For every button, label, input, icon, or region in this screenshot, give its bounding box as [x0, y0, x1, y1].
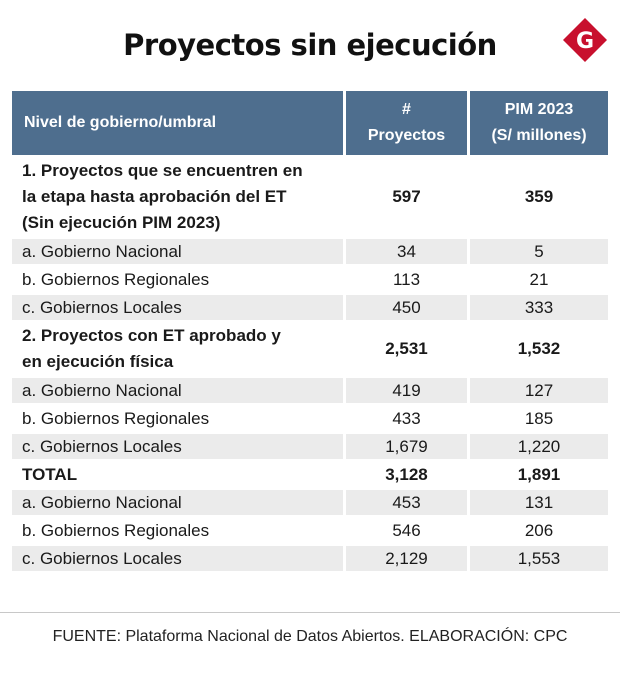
pim-cell: 206: [470, 518, 608, 546]
table-row: a. Gobierno Nacional 419 127: [12, 378, 608, 406]
row-label: TOTAL: [12, 462, 346, 490]
row-label: a. Gobierno Nacional: [12, 239, 346, 267]
row-label: b. Gobiernos Regionales: [12, 406, 346, 434]
row-label-line: la etapa hasta aprobación del ET: [22, 187, 287, 206]
brand-logo-icon: G: [563, 18, 607, 62]
proyectos-cell: 546: [346, 518, 470, 546]
header-nivel: Nivel de gobierno/umbral: [12, 91, 346, 158]
pim-cell: 5: [470, 239, 608, 267]
pim-cell: 127: [470, 378, 608, 406]
pim-cell: 1,553: [470, 546, 608, 574]
table-row: a. Gobierno Nacional 453 131: [12, 490, 608, 518]
row-label-line: (Sin ejecución PIM 2023): [22, 213, 221, 232]
table-row: c. Gobiernos Locales 1,679 1,220: [12, 434, 608, 462]
table-row-total: TOTAL 3,128 1,891: [12, 462, 608, 490]
header-pim-line1: PIM 2023: [504, 101, 574, 118]
row-label-line: 2. Proyectos con ET aprobado y: [22, 326, 281, 345]
table-header-row: Nivel de gobierno/umbral # Proyectos PIM…: [12, 91, 608, 158]
header-proyectos-line1: #: [402, 101, 411, 118]
header-pim-line2: (S/ millones): [491, 127, 587, 144]
row-label: a. Gobierno Nacional: [12, 378, 346, 406]
page-title: Proyectos sin ejecución: [123, 28, 497, 62]
pim-cell: 21: [470, 267, 608, 295]
table-row-group-1: 1. Proyectos que se encuentren en la eta…: [12, 158, 608, 239]
row-label: c. Gobiernos Locales: [12, 434, 346, 462]
row-label: 2. Proyectos con ET aprobado y en ejecuc…: [12, 323, 346, 378]
logo-letter: G: [576, 29, 594, 54]
table-row: b. Gobiernos Regionales 546 206: [12, 518, 608, 546]
table-row: a. Gobierno Nacional 34 5: [12, 239, 608, 267]
pim-cell: 185: [470, 406, 608, 434]
divider: [0, 612, 620, 613]
header-proyectos-line2: Proyectos: [367, 127, 446, 144]
proyectos-cell: 34: [346, 239, 470, 267]
pim-cell: 1,220: [470, 434, 608, 462]
source-note: FUENTE: Plataforma Nacional de Datos Abi…: [52, 628, 568, 645]
row-label: c. Gobiernos Locales: [12, 546, 346, 574]
proyectos-cell: 1,679: [346, 434, 470, 462]
proyectos-cell: 597: [346, 158, 470, 239]
pim-cell: 131: [470, 490, 608, 518]
row-label: b. Gobiernos Regionales: [12, 518, 346, 546]
pim-cell: 1,532: [470, 323, 608, 378]
pim-cell: 1,891: [470, 462, 608, 490]
proyectos-cell: 450: [346, 295, 470, 323]
table-row: b. Gobiernos Regionales 433 185: [12, 406, 608, 434]
pim-cell: 359: [470, 158, 608, 239]
row-label: c. Gobiernos Locales: [12, 295, 346, 323]
proyectos-cell: 2,129: [346, 546, 470, 574]
row-label: 1. Proyectos que se encuentren en la eta…: [12, 158, 346, 239]
header-proyectos: # Proyectos: [346, 91, 470, 158]
proyectos-cell: 113: [346, 267, 470, 295]
table-row-group-2: 2. Proyectos con ET aprobado y en ejecuc…: [12, 323, 608, 378]
row-label: b. Gobiernos Regionales: [12, 267, 346, 295]
row-label-line: 1. Proyectos que se encuentren en: [22, 161, 303, 180]
row-label: a. Gobierno Nacional: [12, 490, 346, 518]
table-row: c. Gobiernos Locales 450 333: [12, 295, 608, 323]
table-row: b. Gobiernos Regionales 113 21: [12, 267, 608, 295]
row-label-line: en ejecución física: [22, 352, 174, 371]
header-pim: PIM 2023 (S/ millones): [470, 91, 608, 158]
proyectos-cell: 433: [346, 406, 470, 434]
proyectos-cell: 419: [346, 378, 470, 406]
proyectos-cell: 2,531: [346, 323, 470, 378]
table-row: c. Gobiernos Locales 2,129 1,553: [12, 546, 608, 574]
pim-cell: 333: [470, 295, 608, 323]
proyectos-cell: 3,128: [346, 462, 470, 490]
projects-table: Nivel de gobierno/umbral # Proyectos PIM…: [12, 91, 608, 574]
proyectos-cell: 453: [346, 490, 470, 518]
